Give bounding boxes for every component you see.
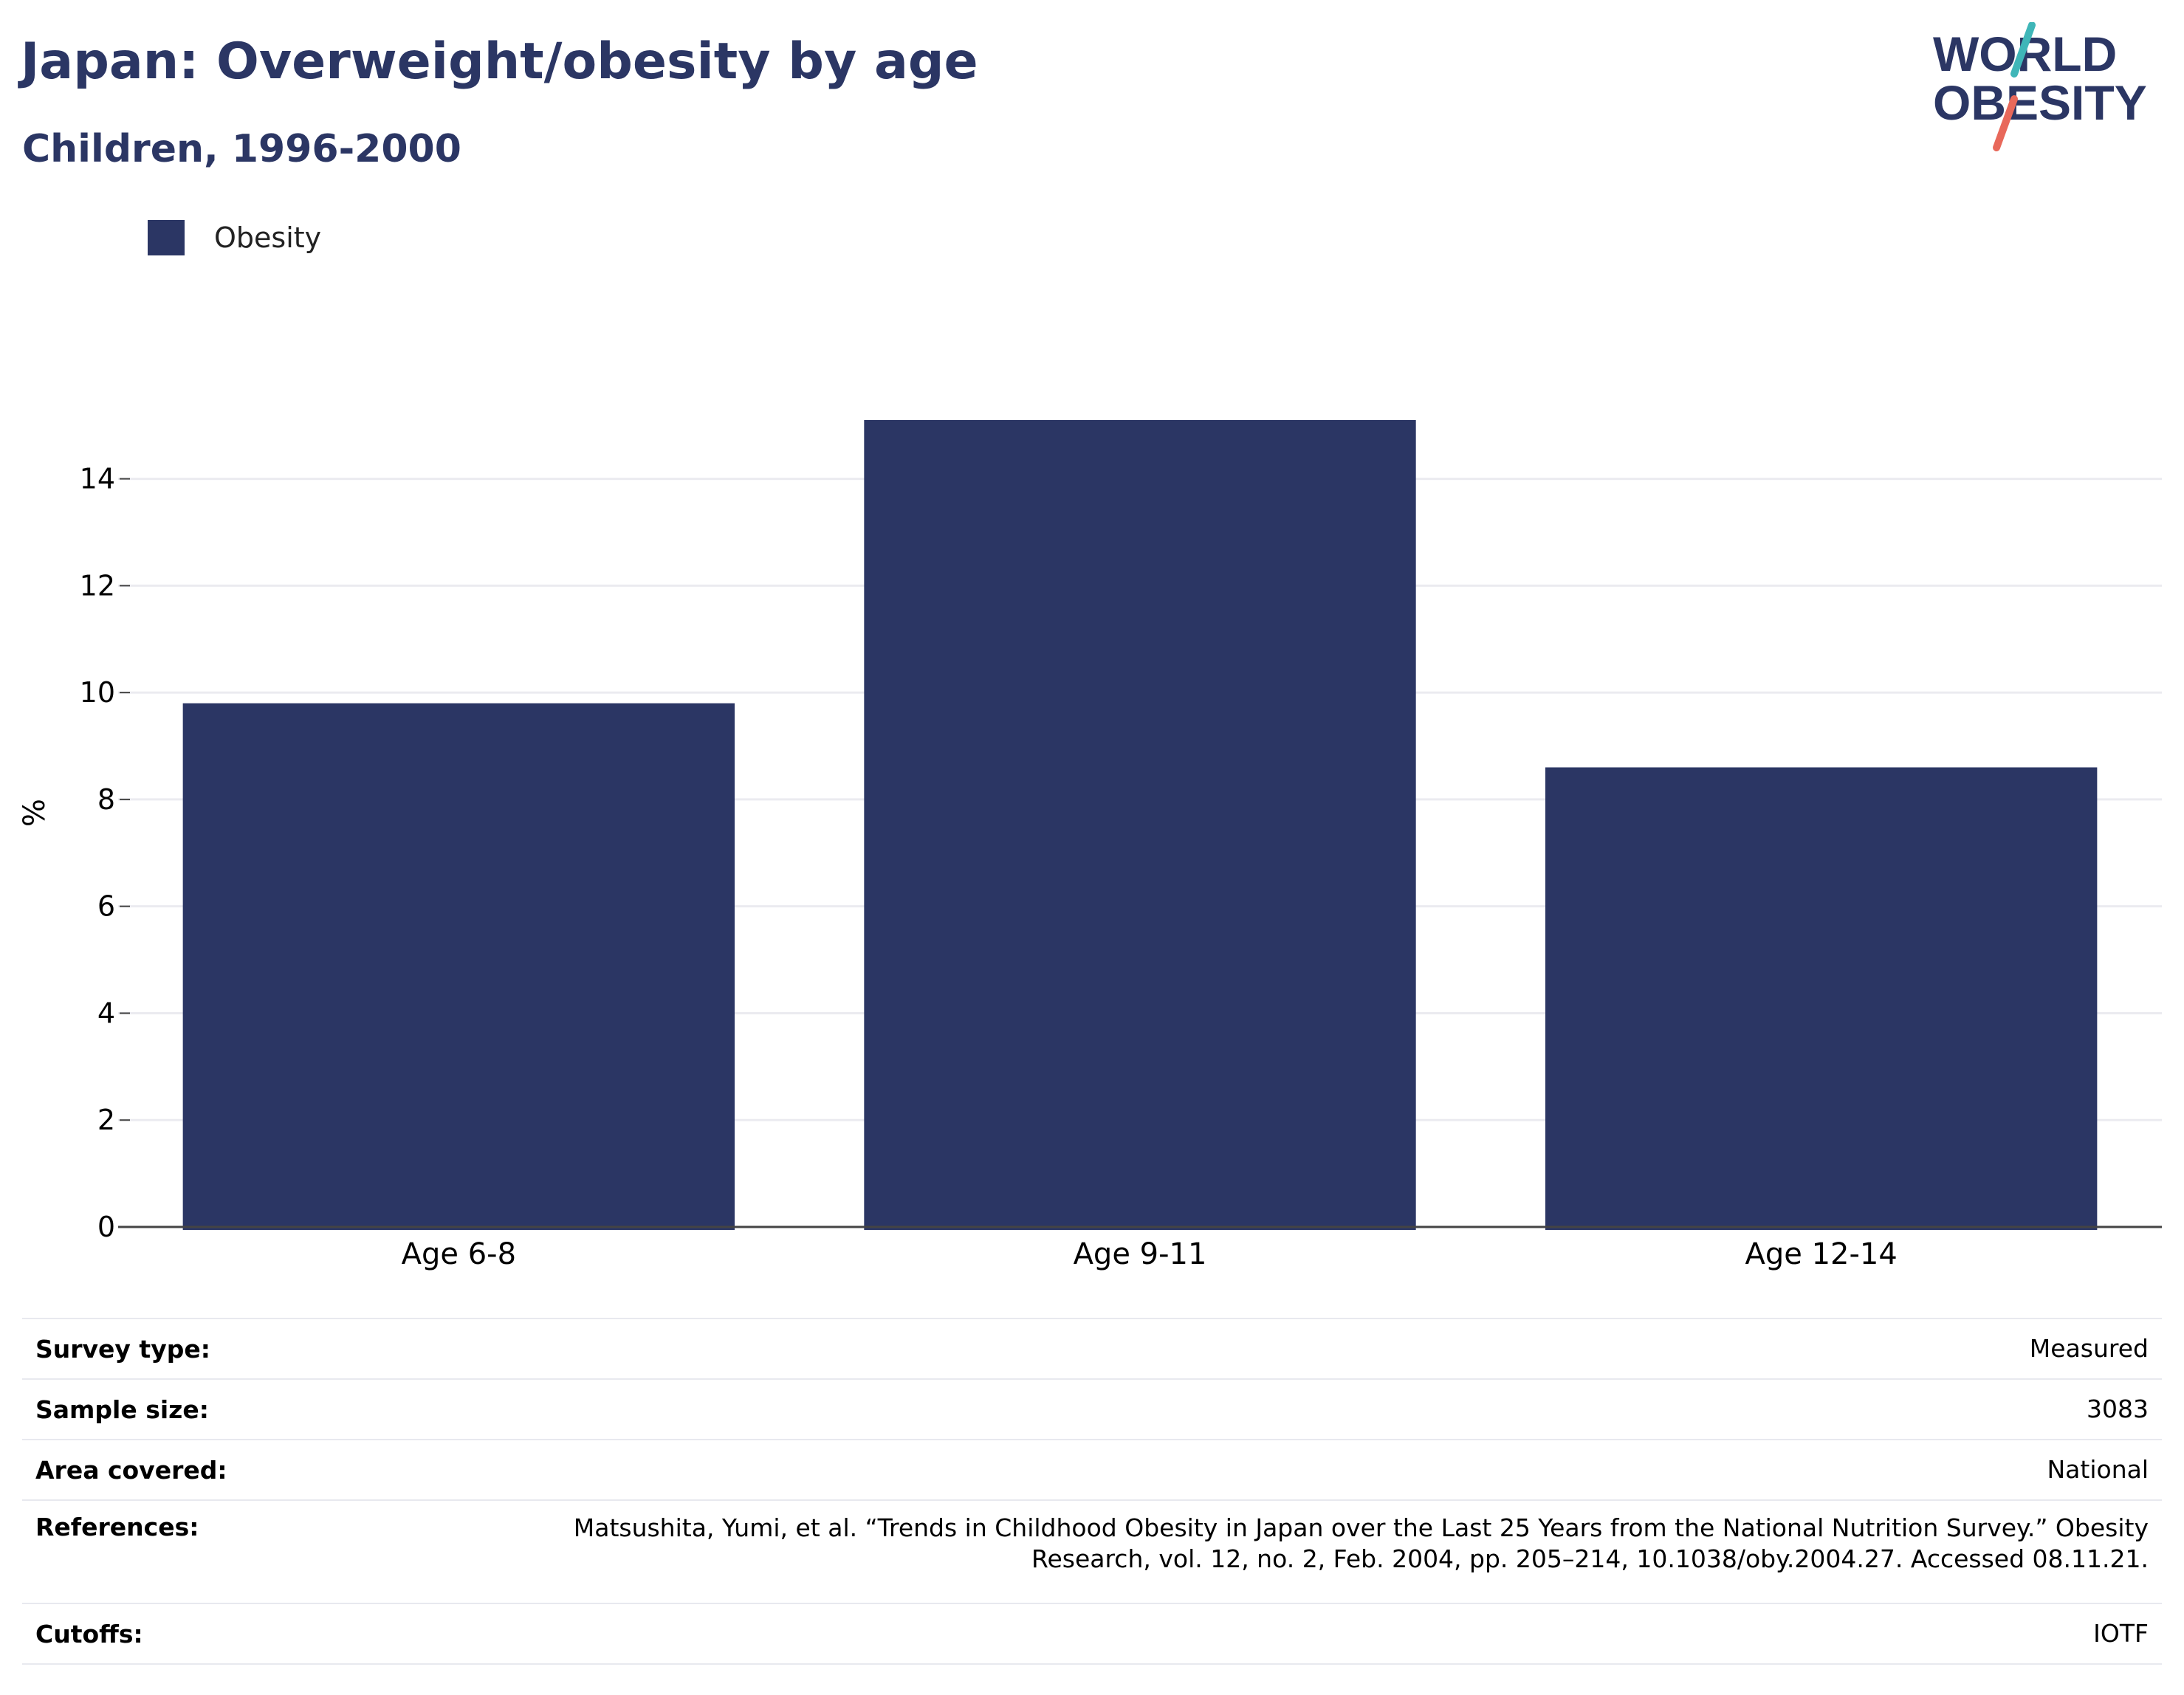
area-covered-label: Area covered: (35, 1455, 227, 1485)
info-row-references: References: Matsushita, Yumi, et al. “Tr… (22, 1500, 2162, 1603)
bar-age-6-8 (182, 703, 735, 1230)
survey-type-label: Survey type: (35, 1334, 210, 1364)
world-obesity-logo: WORLD OBESITY (1933, 22, 2147, 151)
sample-size-value: 3083 (2087, 1395, 2149, 1423)
y-tick-label: 8 (97, 783, 115, 816)
bar-chart: 0 2 4 6 8 10 12 14 Age 6-8 Age 9-11 Age 12-14 % (18, 419, 2162, 1271)
y-tick-label: 14 (80, 463, 115, 495)
x-tick-label: Age 6-8 (402, 1237, 516, 1271)
bar-age-9-11 (864, 419, 1416, 1230)
survey-type-value: Measured (2029, 1334, 2149, 1363)
references-label: References: (35, 1513, 199, 1541)
survey-info-table: Survey type: Measured Sample size: 3083 … (22, 1318, 2162, 1665)
legend-swatch-obesity (148, 220, 185, 255)
info-row-area-covered: Area covered: National (22, 1440, 2162, 1500)
cutoffs-value: IOTF (2093, 1619, 2149, 1648)
references-value: Matsushita, Yumi, et al. “Trends in Chil… (573, 1513, 2149, 1573)
logo-slash-bottom (1993, 95, 2018, 151)
y-tick-label: 10 (80, 676, 115, 709)
y-tick-label: 4 (97, 997, 115, 1029)
sample-size-label: Sample size: (35, 1395, 209, 1424)
chart-legend: Obesity (148, 220, 321, 255)
info-row-cutoffs: Cutoffs: IOTF (22, 1603, 2162, 1664)
info-row-sample-size: Sample size: 3083 (22, 1379, 2162, 1440)
bar-age-12-14 (1545, 767, 2098, 1230)
legend-label-obesity: Obesity (214, 221, 322, 254)
y-tick-label: 12 (80, 569, 115, 602)
y-tick-label: 6 (97, 890, 115, 923)
x-tick-labels: Age 6-8 Age 9-11 Age 12-14 (402, 1237, 1898, 1271)
cutoffs-label: Cutoffs: (35, 1619, 143, 1648)
chart-subtitle: Children, 1996-2000 (22, 127, 461, 171)
info-row-survey-type: Survey type: Measured (22, 1318, 2162, 1379)
y-tick-label: 2 (97, 1104, 115, 1136)
chart-title: Japan: Overweight/obesity by age (21, 32, 978, 91)
x-tick-label: Age 9-11 (1074, 1237, 1207, 1271)
y-axis-title: % (18, 799, 52, 827)
y-tick-labels: 0 2 4 6 8 10 12 14 (80, 463, 130, 1243)
x-tick-label: Age 12-14 (1745, 1237, 1898, 1271)
y-tick-label: 0 (97, 1211, 115, 1243)
logo-text-line2: OBESITY (1933, 75, 2147, 130)
bars (182, 419, 2098, 1230)
area-covered-value: National (2047, 1455, 2149, 1484)
logo-slash-top (2010, 22, 2036, 78)
